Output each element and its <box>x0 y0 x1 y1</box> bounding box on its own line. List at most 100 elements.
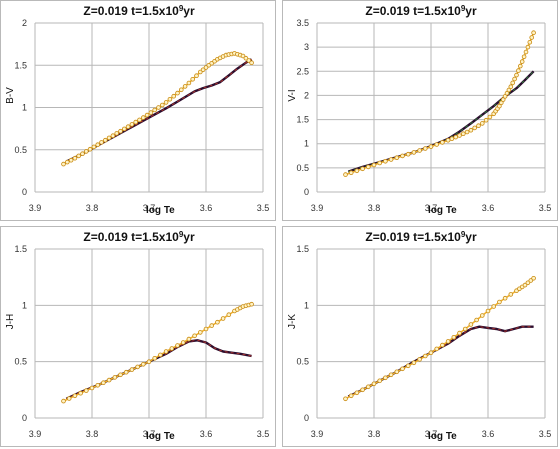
y-tick-label: 2.5 <box>296 66 309 76</box>
chart-svg: Z=0.019 t=1.5x109yr 0 0.5 1 1.5 3.9 3.8 3.7 3.6 3… <box>287 230 552 442</box>
data-point-model-b <box>200 67 206 73</box>
data-point-model-b <box>449 136 455 142</box>
data-point-model-b <box>125 124 131 129</box>
data-point-model-b <box>72 155 78 161</box>
data-point-model-b <box>388 372 394 378</box>
y-tick-label: 0 <box>22 187 27 197</box>
data-point-model-b <box>141 115 146 120</box>
data-point-model-b <box>101 380 106 386</box>
data-point-model-b <box>186 336 192 342</box>
data-point-model-b <box>171 93 177 99</box>
data-point-model-b <box>84 388 89 393</box>
data-point-model-b <box>95 383 100 388</box>
data-point-model-b <box>360 166 365 172</box>
data-point-model-b <box>474 317 479 323</box>
data-point-model-b <box>366 164 371 170</box>
data-point-model-b <box>220 316 226 321</box>
x-tick-label: 3.7 <box>143 203 156 213</box>
data-point-model-b <box>163 100 169 105</box>
data-point-model-b <box>417 357 422 362</box>
data-point-model-b <box>152 107 158 113</box>
data-point-model-b <box>122 126 127 132</box>
data-point-model-b <box>167 97 173 102</box>
data-point-model-b <box>203 326 209 332</box>
y-tick-label: 1.5 <box>14 244 27 254</box>
data-point-model-b <box>497 299 502 305</box>
data-point-model-b <box>434 346 440 352</box>
data-point-model-b <box>428 144 434 149</box>
data-point-model-b <box>506 87 512 93</box>
data-point-model-b <box>118 372 123 378</box>
data-point-model-b <box>354 390 360 396</box>
y-tick-label: 1 <box>304 139 309 149</box>
data-point-model-b <box>529 35 535 40</box>
data-point-model-b <box>531 30 536 36</box>
x-tick-label: 3.5 <box>539 429 552 439</box>
x-tick-label: 3.5 <box>257 429 270 439</box>
data-point-model-b <box>84 149 89 154</box>
data-point-model-b <box>129 367 135 372</box>
data-point-model-b <box>91 144 97 150</box>
data-point-model-b <box>445 339 451 344</box>
data-point-model-b <box>366 384 371 390</box>
chart-title: Z=0.019 t=1.5x109yr <box>365 4 477 18</box>
data-point-model-b <box>423 146 428 151</box>
data-point-model-b <box>388 157 394 162</box>
data-point-model-b <box>521 54 527 60</box>
y-tick-label: 3 <box>304 42 309 52</box>
x-tick-label: 3.8 <box>86 429 99 439</box>
data-point-model-b <box>175 90 180 96</box>
data-point-model-b <box>371 162 377 168</box>
y-axis-label: J-K <box>287 314 298 329</box>
data-point-model-b <box>249 60 254 65</box>
y-axis-label: B-V <box>5 87 16 104</box>
data-point-model-b <box>118 128 123 134</box>
data-point-model-b <box>457 330 462 336</box>
x-tick-label: 3.8 <box>368 429 381 439</box>
series-line-model-a <box>65 339 252 400</box>
data-point-model-b <box>525 280 531 286</box>
x-tick-label: 3.7 <box>143 429 156 439</box>
data-point-model-b <box>68 157 74 163</box>
y-tick-label: 1 <box>22 103 27 113</box>
data-point-model-b <box>527 39 533 45</box>
data-point-model-b <box>461 131 466 137</box>
data-point-model-b <box>499 100 504 106</box>
data-point-model-b <box>78 390 83 396</box>
data-point-model-b <box>464 129 470 135</box>
data-point-model-b <box>462 326 468 332</box>
y-tick-label: 1.5 <box>296 115 309 125</box>
data-point-model-b <box>163 349 169 354</box>
data-point-model-b <box>112 375 118 380</box>
chart-panel-b-v: Z=0.019 t=1.5x109yr 0 0.5 1 1.5 2 3.9 3.8 3.7 3.6… <box>0 0 276 221</box>
y-tick-label: 2 <box>22 18 27 28</box>
y-tick-label: 0.5 <box>14 357 27 367</box>
data-point-model-b <box>451 335 457 340</box>
x-tick-label: 3.9 <box>311 429 324 439</box>
chart-svg: Z=0.019 t=1.5x109yr 0 0.5 1 1.5 2 3.9 3.8 3.7 3.6… <box>5 4 269 216</box>
data-point-model-b <box>156 105 161 110</box>
data-point-model-b <box>468 127 474 133</box>
data-point-model-b <box>472 125 478 131</box>
data-point-model-b <box>61 161 66 167</box>
data-point-model-b <box>148 110 154 115</box>
data-point-model-b <box>103 137 108 143</box>
series-line-model-a-overlay <box>348 70 534 173</box>
data-point-model-b <box>179 87 184 93</box>
data-point-model-b <box>487 114 493 120</box>
data-point-model-b <box>480 313 485 318</box>
y-tick-label: 3.5 <box>296 18 309 28</box>
data-point-model-b <box>106 135 112 141</box>
data-point-model-b <box>360 387 365 393</box>
data-point-model-b <box>405 151 411 157</box>
data-point-model-b <box>192 333 197 339</box>
series-line-model-a <box>347 70 535 173</box>
data-point-model-b <box>483 117 489 123</box>
data-point-model-b <box>394 155 400 161</box>
data-point-model-b <box>371 381 377 387</box>
x-tick-label: 3.8 <box>86 203 99 213</box>
data-point-model-b <box>453 134 459 140</box>
x-tick-label: 3.7 <box>425 203 438 213</box>
data-point-model-b <box>190 77 196 82</box>
data-point-model-b <box>80 151 85 157</box>
